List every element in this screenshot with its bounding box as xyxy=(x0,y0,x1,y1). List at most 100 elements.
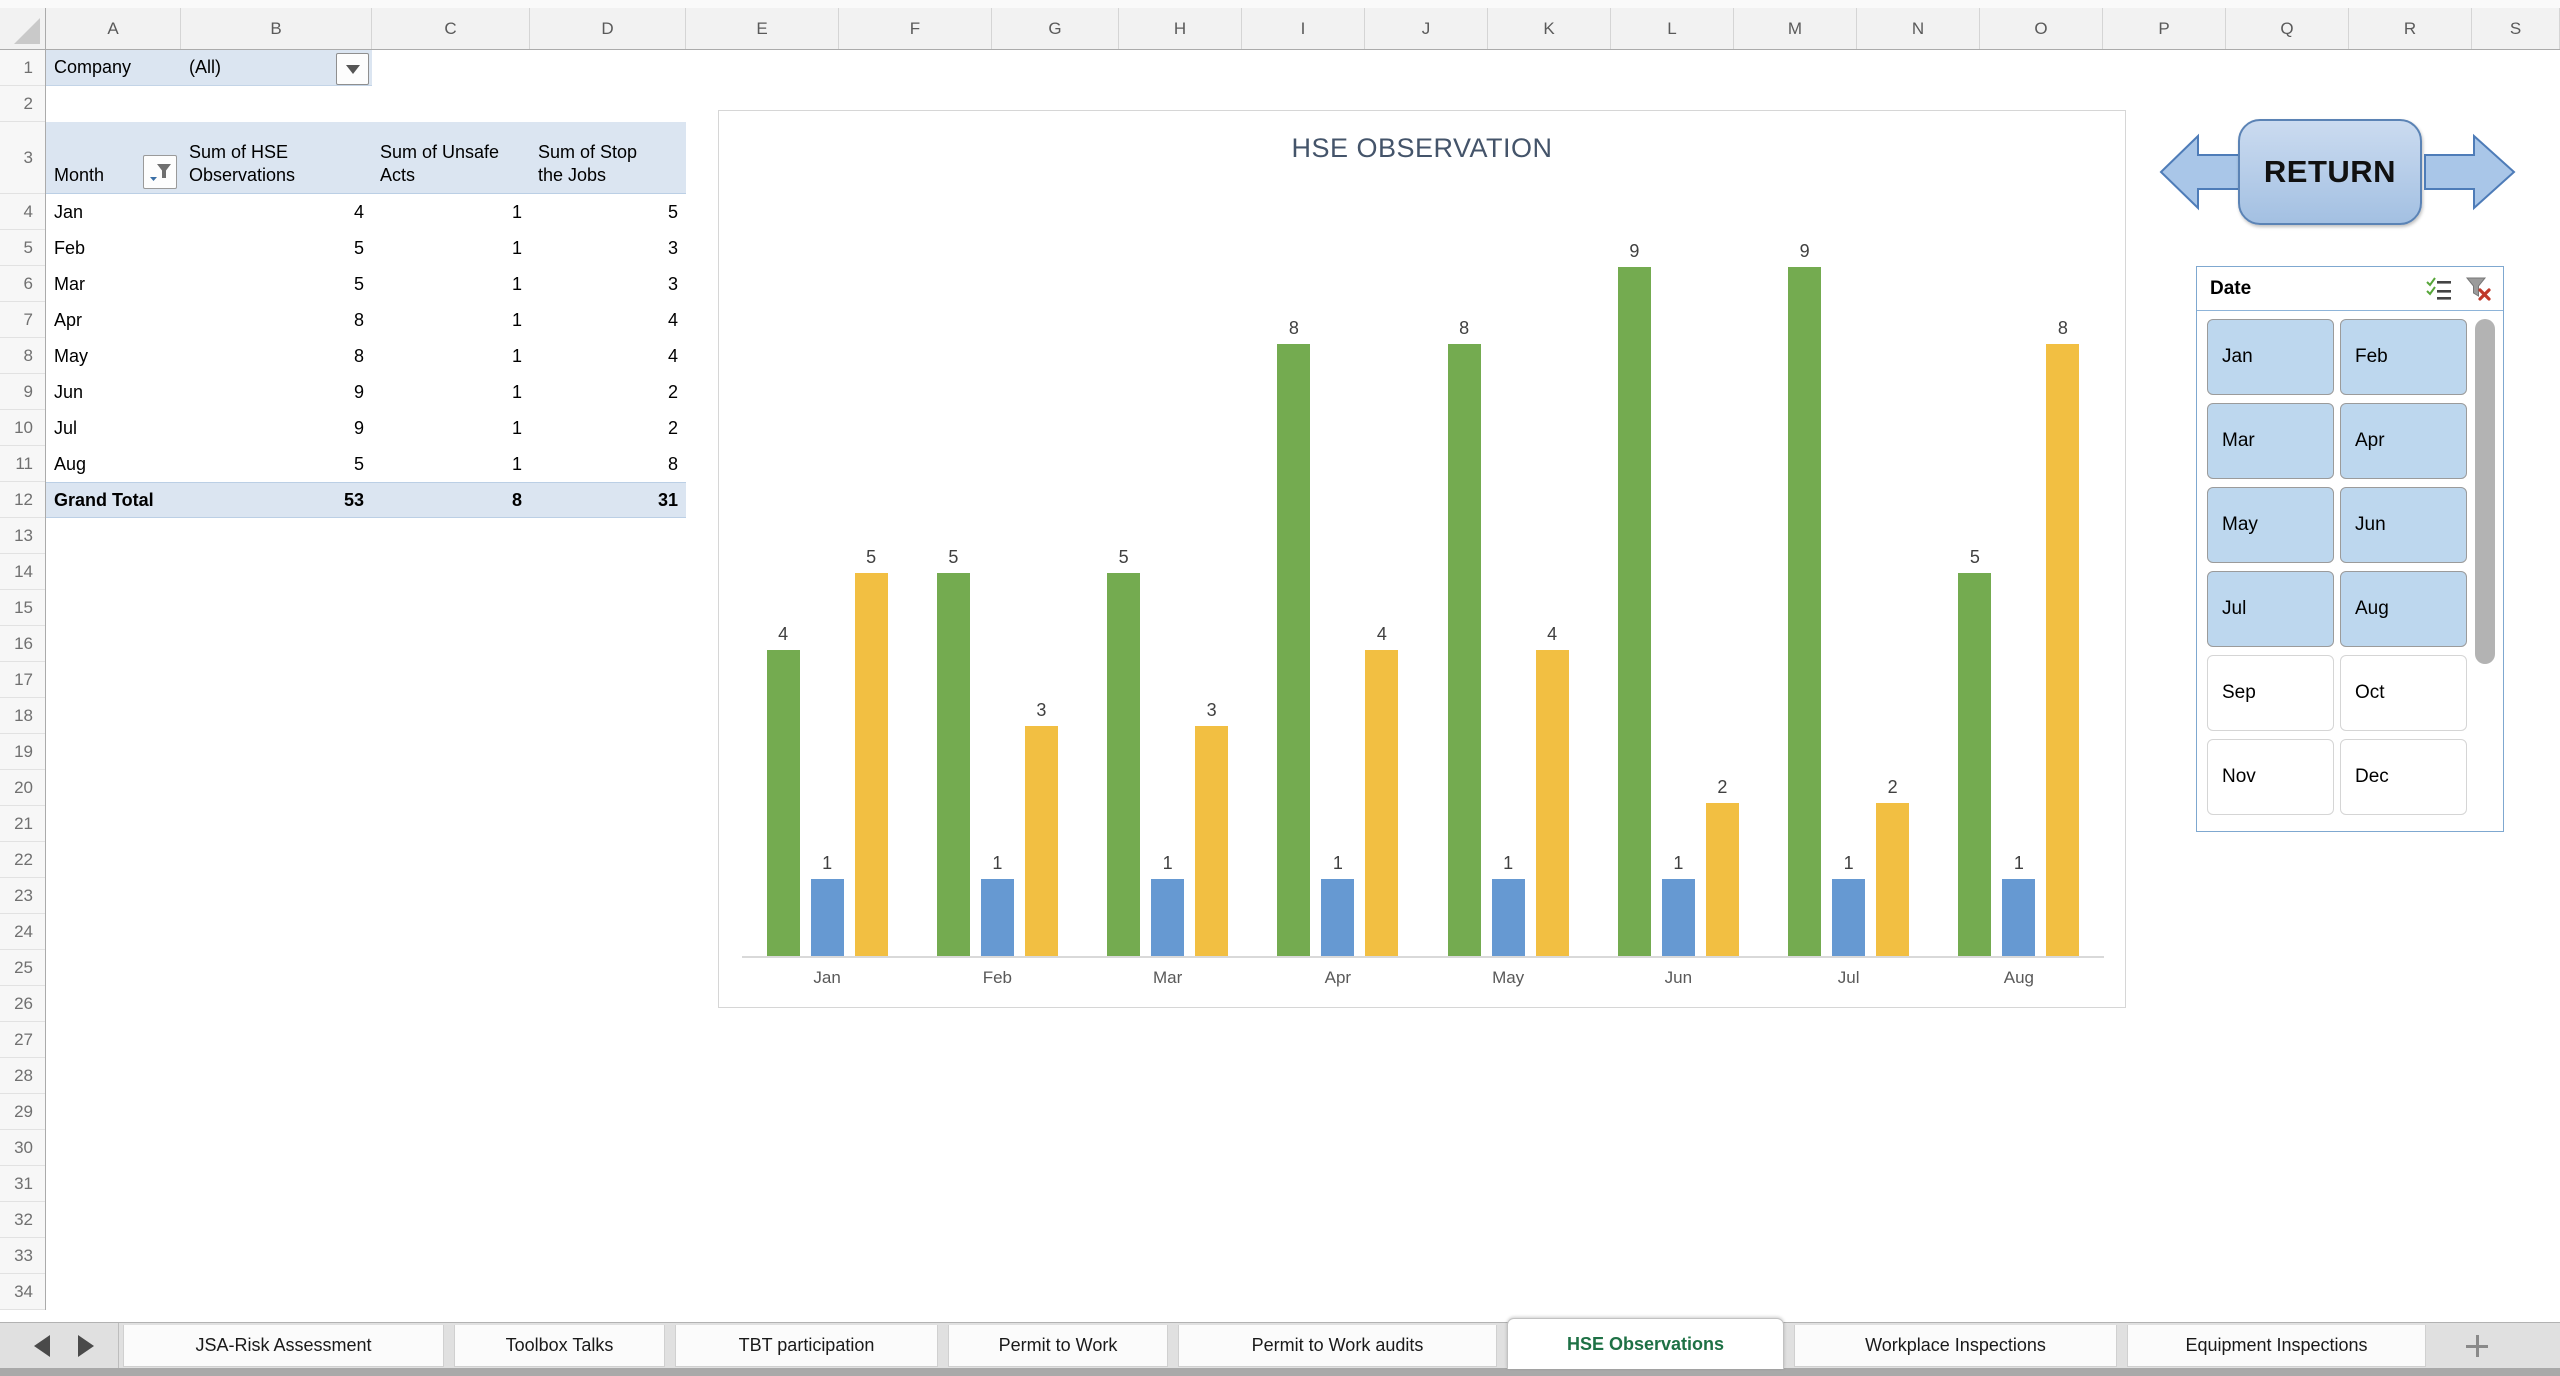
pivot-value-cell[interactable]: 5 xyxy=(667,201,678,222)
add-sheet-button[interactable] xyxy=(2462,1331,2492,1361)
pivot-month-cell[interactable]: Jun xyxy=(54,381,84,402)
row-header-14[interactable]: 14 xyxy=(0,554,45,590)
pivot-value-cell[interactable]: 8 xyxy=(353,345,364,366)
sheet-tab-tbt-participation[interactable]: TBT participation xyxy=(675,1325,938,1367)
column-header-N[interactable]: N xyxy=(1857,8,1980,49)
column-header-J[interactable]: J xyxy=(1365,8,1488,49)
column-header-R[interactable]: R xyxy=(2349,8,2472,49)
pivot-value-cell[interactable]: 3 xyxy=(667,273,678,294)
row-header-1[interactable]: 1 xyxy=(0,50,45,86)
sheet-tab-workplace-inspections[interactable]: Workplace Inspections xyxy=(1794,1325,2117,1367)
clear-filter-icon[interactable] xyxy=(2464,276,2491,301)
pivot-value-cell[interactable]: 5 xyxy=(353,453,364,474)
pivot-value-cell[interactable]: 1 xyxy=(511,453,522,474)
row-header-15[interactable]: 15 xyxy=(0,590,45,626)
month-filter-button[interactable] xyxy=(143,155,177,189)
sheet-tab-equipment-inspections[interactable]: Equipment Inspections xyxy=(2127,1325,2426,1367)
grand-total-hse[interactable]: 53 xyxy=(181,482,372,518)
row-header-34[interactable]: 34 xyxy=(0,1274,45,1310)
row-header-32[interactable]: 32 xyxy=(0,1202,45,1238)
column-header-L[interactable]: L xyxy=(1611,8,1734,49)
pivot-header-stop[interactable]: Sum of Stop the Jobs xyxy=(530,122,686,194)
pivot-value-cell[interactable]: 4 xyxy=(667,309,678,330)
row-header-17[interactable]: 17 xyxy=(0,662,45,698)
row-header-18[interactable]: 18 xyxy=(0,698,45,734)
row-header-3[interactable]: 3 xyxy=(0,122,45,194)
column-header-Q[interactable]: Q xyxy=(2226,8,2349,49)
row-header-33[interactable]: 33 xyxy=(0,1238,45,1274)
row-header-24[interactable]: 24 xyxy=(0,914,45,950)
column-header-K[interactable]: K xyxy=(1488,8,1611,49)
row-header-9[interactable]: 9 xyxy=(0,374,45,410)
pivot-month-cell[interactable]: Aug xyxy=(54,453,87,474)
slicer-button-aug[interactable]: Aug xyxy=(2340,571,2467,647)
row-header-8[interactable]: 8 xyxy=(0,338,45,374)
column-header-E[interactable]: E xyxy=(686,8,839,49)
column-header-I[interactable]: I xyxy=(1242,8,1365,49)
pivot-value-cell[interactable]: 3 xyxy=(667,237,678,258)
slicer-button-jan[interactable]: Jan xyxy=(2207,319,2334,395)
company-filter-value[interactable]: (All) xyxy=(181,50,372,86)
pivot-header-month[interactable]: Month xyxy=(46,122,181,194)
row-header-28[interactable]: 28 xyxy=(0,1058,45,1094)
row-header-7[interactable]: 7 xyxy=(0,302,45,338)
nav-right-arrow[interactable] xyxy=(2422,127,2517,217)
sheet-tab-toolbox-talks[interactable]: Toolbox Talks xyxy=(454,1325,665,1367)
sheet-nav-left-icon[interactable] xyxy=(34,1335,50,1357)
sheet-nav-right-icon[interactable] xyxy=(78,1335,94,1357)
column-header-P[interactable]: P xyxy=(2103,8,2226,49)
pivot-value-cell[interactable]: 5 xyxy=(353,273,364,294)
row-header-25[interactable]: 25 xyxy=(0,950,45,986)
slicer-button-apr[interactable]: Apr xyxy=(2340,403,2467,479)
pivot-value-cell[interactable]: 1 xyxy=(511,417,522,438)
pivot-header-hse[interactable]: Sum of HSE Observations xyxy=(181,122,372,194)
row-header-12[interactable]: 12 xyxy=(0,482,45,518)
nav-left-arrow[interactable] xyxy=(2158,127,2242,217)
grand-total-label[interactable]: Grand Total xyxy=(46,482,181,518)
slicer-button-sep[interactable]: Sep xyxy=(2207,655,2334,731)
row-header-21[interactable]: 21 xyxy=(0,806,45,842)
pivot-month-cell[interactable]: Jan xyxy=(54,201,84,222)
company-filter-dropdown-button[interactable] xyxy=(336,53,369,85)
row-header-4[interactable]: 4 xyxy=(0,194,45,230)
sheet-tab-permit-to-work[interactable]: Permit to Work xyxy=(948,1325,1168,1367)
column-header-S[interactable]: S xyxy=(2472,8,2560,49)
row-header-23[interactable]: 23 xyxy=(0,878,45,914)
column-header-D[interactable]: D xyxy=(530,8,686,49)
row-header-31[interactable]: 31 xyxy=(0,1166,45,1202)
pivot-value-cell[interactable]: 9 xyxy=(353,381,364,402)
slicer-button-mar[interactable]: Mar xyxy=(2207,403,2334,479)
row-header-29[interactable]: 29 xyxy=(0,1094,45,1130)
column-header-H[interactable]: H xyxy=(1119,8,1242,49)
row-header-22[interactable]: 22 xyxy=(0,842,45,878)
pivot-header-unsafe[interactable]: Sum of Unsafe Acts xyxy=(372,122,530,194)
column-header-B[interactable]: B xyxy=(181,8,372,49)
row-header-6[interactable]: 6 xyxy=(0,266,45,302)
row-header-11[interactable]: 11 xyxy=(0,446,45,482)
pivot-month-cell[interactable]: Mar xyxy=(54,273,85,294)
pivot-value-cell[interactable]: 5 xyxy=(353,237,364,258)
pivot-month-cell[interactable]: Jul xyxy=(54,417,78,438)
pivot-value-cell[interactable]: 1 xyxy=(511,345,522,366)
pivot-value-cell[interactable]: 1 xyxy=(511,381,522,402)
pivot-month-cell[interactable]: May xyxy=(54,345,89,366)
row-header-5[interactable]: 5 xyxy=(0,230,45,266)
row-header-26[interactable]: 26 xyxy=(0,986,45,1022)
slicer-button-jul[interactable]: Jul xyxy=(2207,571,2334,647)
row-header-27[interactable]: 27 xyxy=(0,1022,45,1058)
pivot-value-cell[interactable]: 4 xyxy=(353,201,364,222)
pivot-value-cell[interactable]: 1 xyxy=(511,237,522,258)
sheet-tab-permit-to-work-audits[interactable]: Permit to Work audits xyxy=(1178,1325,1497,1367)
column-header-C[interactable]: C xyxy=(372,8,530,49)
slicer-button-oct[interactable]: Oct xyxy=(2340,655,2467,731)
row-header-13[interactable]: 13 xyxy=(0,518,45,554)
pivot-value-cell[interactable]: 1 xyxy=(511,273,522,294)
slicer-button-dec[interactable]: Dec xyxy=(2340,739,2467,815)
sheet-tab-hse-observations[interactable]: HSE Observations xyxy=(1507,1318,1784,1369)
column-header-A[interactable]: A xyxy=(46,8,181,49)
pivot-value-cell[interactable]: 2 xyxy=(667,381,678,402)
column-header-O[interactable]: O xyxy=(1980,8,2103,49)
pivot-value-cell[interactable]: 1 xyxy=(511,201,522,222)
grand-total-unsafe[interactable]: 8 xyxy=(372,482,530,518)
slicer-button-nov[interactable]: Nov xyxy=(2207,739,2334,815)
